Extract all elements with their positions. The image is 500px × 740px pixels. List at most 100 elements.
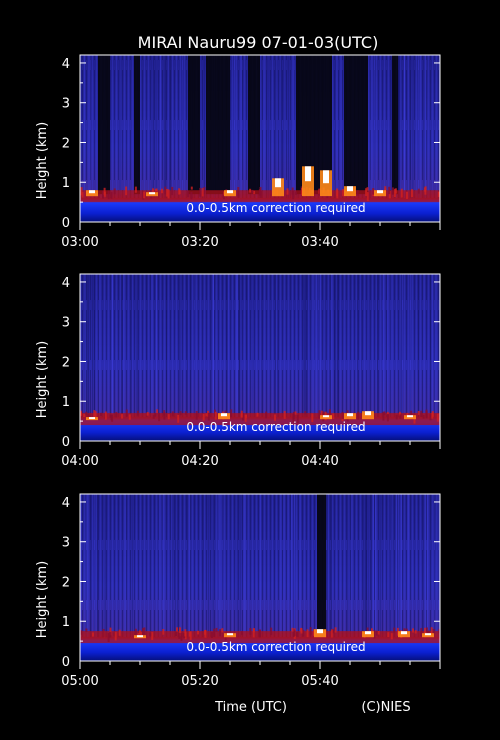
- cloud-return-core: [365, 631, 371, 635]
- noise-streak: [210, 274, 212, 418]
- cloud-return-core: [377, 190, 383, 194]
- aerosol-speck: [156, 409, 159, 413]
- noise-streak: [401, 494, 402, 638]
- noise-streak: [407, 494, 409, 638]
- aerosol-speck: [92, 632, 94, 637]
- aerosol-speck: [365, 188, 368, 196]
- lidar-panel-1: 0.0-0.5km correction required 0 1 2 3 4 Height…: [35, 54, 441, 250]
- aerosol-speck: [414, 630, 417, 634]
- noise-streak: [245, 494, 247, 638]
- y-tick-label: 2: [62, 137, 70, 152]
- attenuated-column: [188, 55, 200, 195]
- aerosol-speck: [249, 628, 252, 635]
- aerosol-speck: [283, 410, 286, 419]
- noise-streak: [199, 55, 201, 199]
- noise-streak: [175, 494, 177, 638]
- aerosol-speck: [410, 410, 413, 418]
- aerosol-speck: [154, 412, 157, 417]
- noise-streak: [388, 494, 390, 638]
- noise-streak: [293, 494, 295, 638]
- cloud-return-core: [149, 192, 155, 195]
- noise-streak: [221, 494, 223, 638]
- aerosol-speck: [107, 633, 110, 642]
- noise-streak: [170, 55, 172, 199]
- noise-streak: [88, 274, 90, 418]
- attenuated-column: [344, 55, 368, 195]
- aerosol-speck: [110, 192, 113, 199]
- aerosol-speck: [215, 627, 218, 632]
- y-axis-label: Height (km): [35, 341, 50, 418]
- aerosol-speck: [398, 411, 401, 416]
- noise-streak: [202, 494, 204, 638]
- noise-streak: [382, 274, 384, 418]
- aerosol-speck: [207, 412, 210, 421]
- noise-streak: [236, 274, 238, 418]
- noise-streak: [396, 494, 398, 638]
- noise-streak: [347, 494, 349, 638]
- aerosol-speck: [438, 191, 441, 196]
- y-tick-label: 0: [62, 655, 70, 670]
- y-tick-label: 0: [62, 216, 70, 231]
- aerosol-speck: [291, 627, 294, 632]
- aerosol-speck: [190, 186, 193, 190]
- noise-streak: [400, 274, 402, 418]
- correction-note: 0.0-0.5km correction required: [186, 201, 365, 215]
- aerosol-speck: [114, 631, 117, 641]
- aerosol-speck: [412, 628, 414, 633]
- x-tick-label: 03:20: [181, 235, 218, 250]
- x-tick-label: 04:40: [301, 454, 338, 469]
- aerosol-speck: [245, 414, 247, 418]
- x-tick-label: 05:20: [181, 674, 218, 689]
- noise-streak: [146, 274, 148, 418]
- aerosol-speck: [102, 628, 105, 638]
- y-tick-label: 3: [62, 97, 70, 112]
- aerosol-speck: [94, 411, 97, 420]
- aerosol-speck: [306, 629, 309, 638]
- aerosol-speck: [304, 411, 307, 415]
- aerosol-speck: [125, 186, 128, 196]
- noise-streak: [283, 494, 285, 638]
- noise-streak: [84, 274, 86, 418]
- lidar-panel-3: 0.0-0.5km correction required 0 1 2 3 4 Height…: [35, 493, 441, 689]
- x-axis-label: Time (UTC): [214, 700, 287, 715]
- aerosol-speck: [158, 413, 161, 422]
- aerosol-speck: [143, 627, 146, 635]
- noise-streak: [277, 274, 279, 418]
- aerosol-speck: [356, 190, 359, 196]
- y-tick-label: 1: [62, 176, 70, 191]
- aerosol-speck: [390, 633, 393, 640]
- y-axis-label: Height (km): [35, 561, 50, 638]
- aerosol-speck: [302, 629, 305, 637]
- aerosol-speck: [309, 627, 312, 636]
- attenuated-column: [98, 55, 110, 195]
- noise-streak: [365, 494, 367, 638]
- aerosol-speck: [394, 188, 397, 194]
- aerosol-speck: [438, 628, 441, 634]
- aerosol-speck: [295, 191, 298, 195]
- noise-streak: [331, 494, 333, 638]
- aerosol-speck: [413, 415, 416, 424]
- aerosol-speck: [328, 409, 331, 418]
- noise-streak: [400, 274, 402, 418]
- noise-streak: [399, 55, 401, 199]
- noise-streak: [327, 494, 328, 638]
- noise-streak: [228, 274, 230, 418]
- noise-streak: [423, 55, 425, 199]
- noise-streak: [329, 274, 331, 418]
- noise-streak: [239, 274, 240, 418]
- aerosol-speck: [199, 187, 202, 197]
- aerosol-speck: [429, 414, 432, 421]
- aerosol-speck: [115, 411, 118, 418]
- aerosol-speck: [292, 190, 295, 200]
- x-tick-label: 05:40: [301, 674, 338, 689]
- signal-noise: [80, 494, 440, 638]
- noise-streak: [334, 55, 336, 199]
- noise-streak: [287, 55, 289, 199]
- aerosol-speck: [391, 187, 394, 195]
- x-tick-label: 04:00: [61, 454, 98, 469]
- aerosol-speck: [341, 412, 344, 419]
- noise-streak: [252, 274, 254, 418]
- aerosol-speck: [163, 412, 166, 420]
- aerosol-speck: [296, 632, 298, 637]
- noise-streak: [236, 494, 238, 638]
